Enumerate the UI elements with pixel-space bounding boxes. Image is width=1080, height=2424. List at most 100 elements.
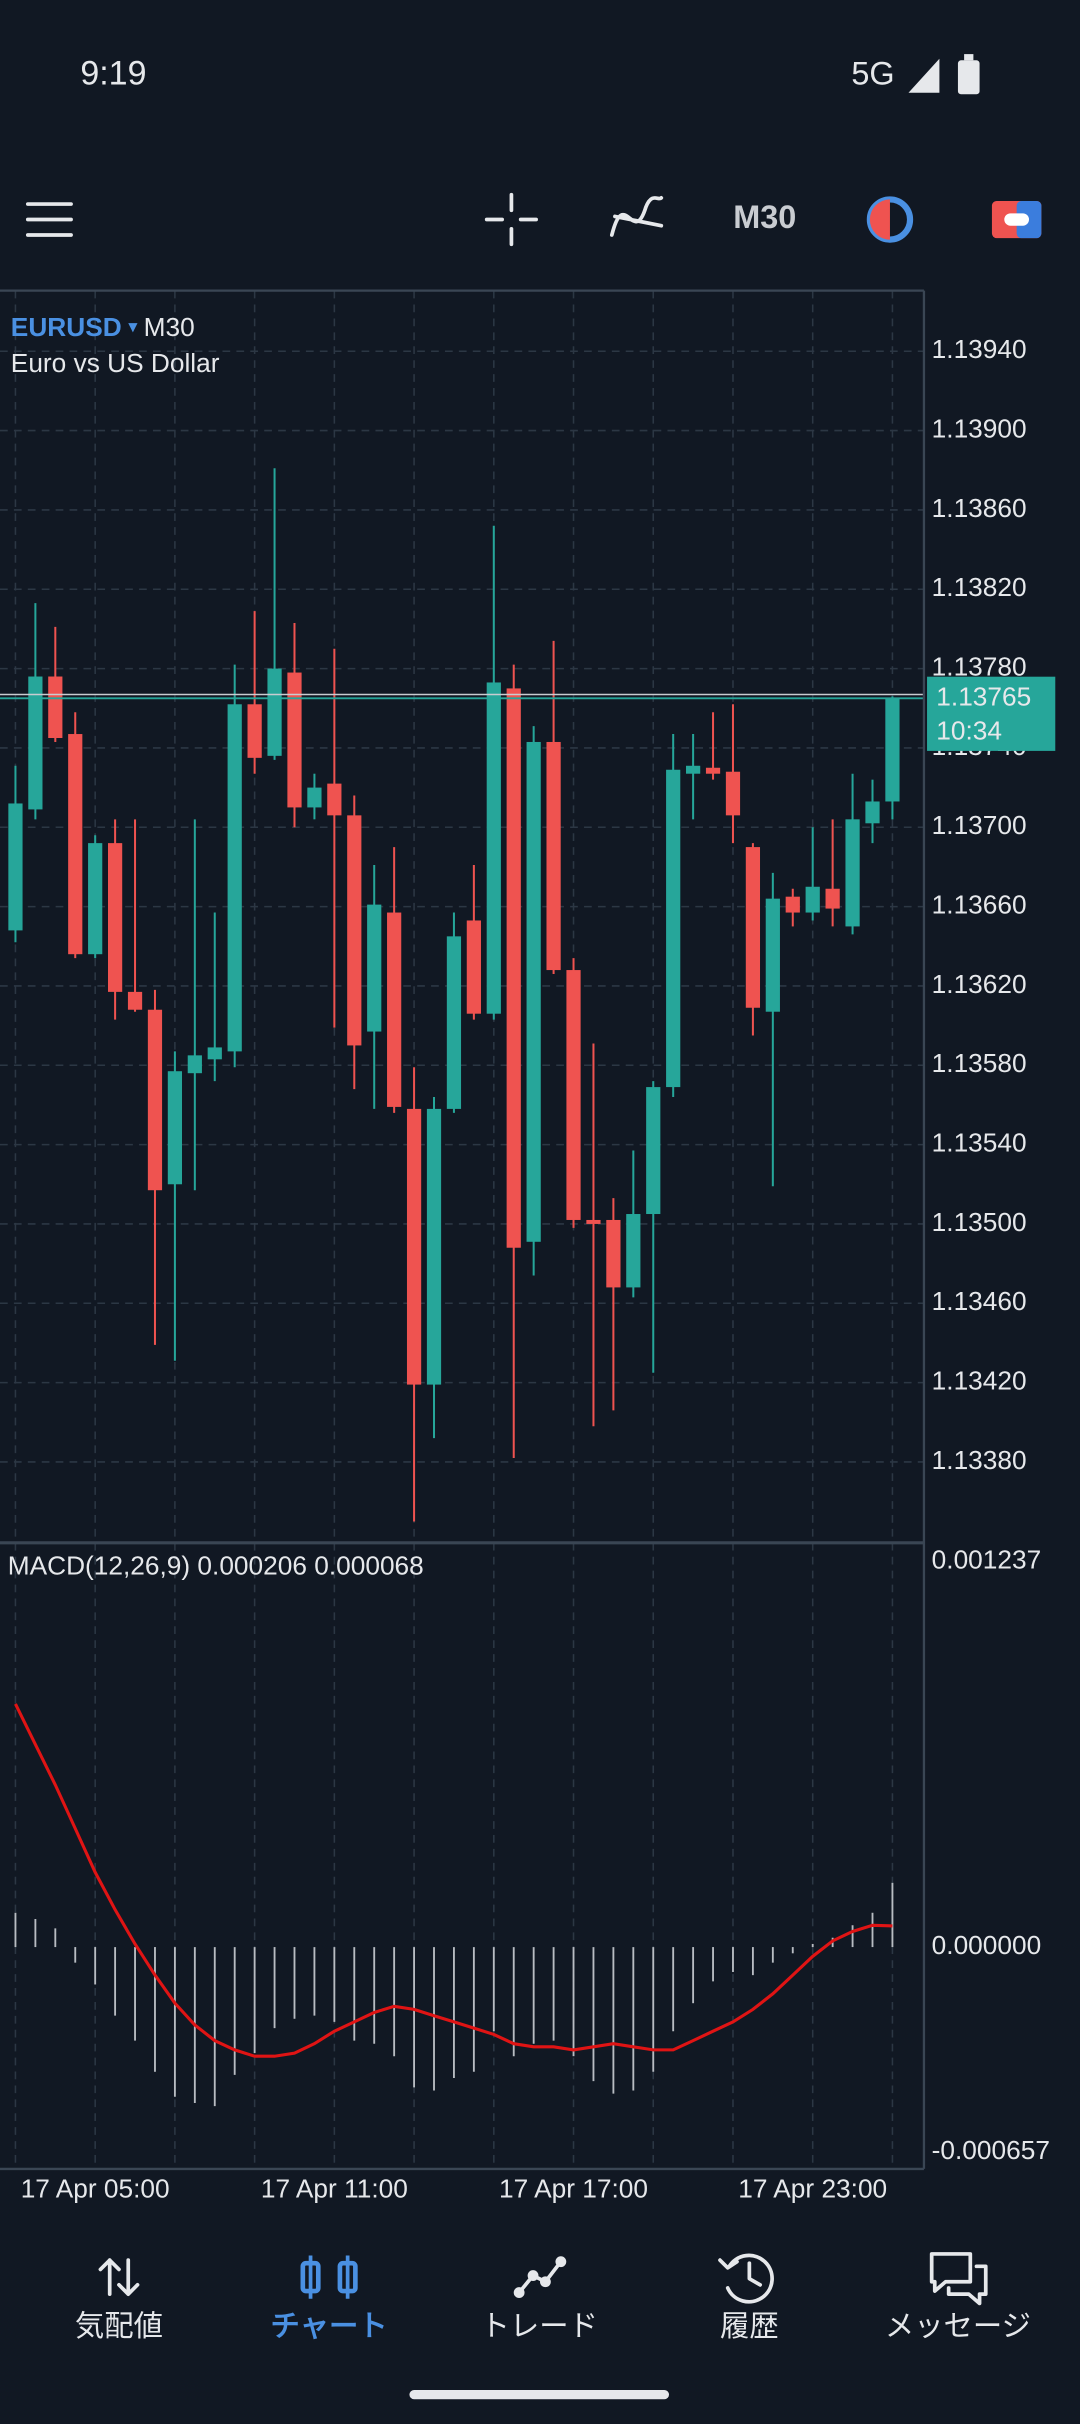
candle-body <box>267 668 282 756</box>
candle-body <box>307 787 322 808</box>
candle-body <box>247 704 262 758</box>
x-tick-label: 17 Apr 23:00 <box>738 2173 887 2203</box>
y-tick-label: 0.001237 <box>932 1544 1042 1574</box>
candle-body <box>626 1214 641 1288</box>
menu-button[interactable] <box>25 202 73 237</box>
crosshair-icon <box>484 192 538 247</box>
trade-button[interactable] <box>991 200 1042 239</box>
y-tick-label: 0.000000 <box>932 1930 1042 1960</box>
candle-body <box>406 1108 422 1385</box>
candle-body <box>147 1009 163 1191</box>
candle-body <box>207 1047 222 1060</box>
candle-body <box>885 698 900 802</box>
trade-icon-right <box>1016 200 1042 239</box>
candle-body <box>327 783 342 816</box>
candle-body <box>287 672 302 808</box>
nav-trade[interactable]: トレード <box>481 2256 598 2343</box>
candle-body <box>666 769 681 1088</box>
y-tick-label: 1.13380 <box>932 1445 1027 1475</box>
symbol[interactable]: EURUSD <box>11 312 122 342</box>
trade-icon <box>517 2259 563 2295</box>
nav-messages[interactable]: メッセージ <box>885 2252 1031 2343</box>
x-tick-label: 17 Apr 11:00 <box>261 2173 408 2203</box>
y-tick-label: 1.13660 <box>932 890 1027 920</box>
candle-body <box>865 801 880 824</box>
candle-body <box>845 819 860 927</box>
candle-body <box>347 815 362 1046</box>
nav-label: 履歴 <box>720 2310 779 2343</box>
candle-body <box>586 1219 601 1224</box>
candle-body <box>48 676 63 739</box>
indicators-icon <box>609 196 664 237</box>
y-tick-label: 1.13620 <box>932 969 1027 999</box>
candle-body <box>167 1071 183 1185</box>
messages-icon <box>929 2252 988 2306</box>
signal-line <box>14 1703 893 2058</box>
candle-body <box>805 886 820 913</box>
battery-icon <box>957 60 980 95</box>
nav-chart[interactable]: チャート <box>271 2255 388 2343</box>
y-tick-label: 1.13580 <box>932 1048 1027 1078</box>
candle-body <box>725 771 741 816</box>
chart-timeframe: M30 <box>144 312 195 342</box>
chart-icon-body <box>337 2260 358 2294</box>
candle-body <box>466 920 481 1014</box>
battery-tip <box>964 54 974 61</box>
symbol-description: Euro vs US Dollar <box>11 348 220 378</box>
menu-icon <box>25 202 73 237</box>
candle-body <box>187 1055 202 1074</box>
x-tick-label: 17 Apr 17:00 <box>499 2173 648 2203</box>
clock: 9:19 <box>80 55 146 93</box>
trade-dot <box>513 2287 525 2299</box>
y-tick-label: 1.13460 <box>932 1286 1027 1316</box>
candle-body <box>88 843 103 955</box>
home-indicator <box>409 2389 670 2400</box>
price-tag-value: 1.13765 <box>936 681 1031 711</box>
y-tick-label: 1.13940 <box>932 334 1027 364</box>
candle-body <box>785 896 800 913</box>
nav-label: トレード <box>481 2310 598 2343</box>
indicators-button[interactable] <box>609 196 664 237</box>
timeframe-button[interactable]: M30 <box>733 199 796 235</box>
candle-body <box>705 767 721 774</box>
candle-body <box>28 676 43 810</box>
candle-body <box>646 1087 661 1215</box>
candle-body <box>745 847 761 1008</box>
trade-dot <box>555 2256 567 2268</box>
crosshair-button[interactable] <box>484 192 538 247</box>
price-tag <box>927 676 1056 751</box>
y-tick-label: 1.13540 <box>932 1128 1027 1158</box>
y-tick-label: 1.13820 <box>932 572 1027 602</box>
x-tick-label: 17 Apr 05:00 <box>21 2173 170 2203</box>
candle-body <box>486 682 501 1014</box>
history-button[interactable] <box>866 196 914 243</box>
candle-body <box>227 704 242 1052</box>
candle-body <box>127 991 143 1010</box>
nav-label: チャート <box>271 2310 388 2343</box>
bar-timer: 10:34 <box>936 715 1002 745</box>
nav-label: メッセージ <box>885 2310 1031 2343</box>
candle-body <box>686 765 701 774</box>
candle-body <box>566 970 581 1220</box>
y-tick-label: 1.13500 <box>932 1207 1027 1237</box>
nav-history[interactable]: 履歴 <box>718 2253 779 2343</box>
candle-body <box>387 912 402 1107</box>
chart-frame <box>0 289 926 2171</box>
trade-icon-pill <box>1004 213 1030 226</box>
candle-body <box>546 741 561 971</box>
candle-body <box>526 741 541 1242</box>
candle-body <box>426 1108 442 1385</box>
candle-body <box>8 803 23 931</box>
y-tick-label: 1.13420 <box>932 1366 1027 1396</box>
candle-body <box>765 898 780 1012</box>
nav-quotes[interactable]: 気配値 <box>75 2258 163 2343</box>
candle-body <box>367 904 382 1032</box>
nav-label: 気配値 <box>75 2310 163 2343</box>
y-tick-label: -0.000657 <box>932 2135 1050 2165</box>
candle-body <box>825 888 840 909</box>
y-tick-label: 1.13900 <box>932 414 1027 444</box>
symbol-dropdown <box>128 323 138 333</box>
plot-layer: 1.13380 1.13420 1.13460 1.13500 1.13540 1.135… <box>0 290 1027 2169</box>
